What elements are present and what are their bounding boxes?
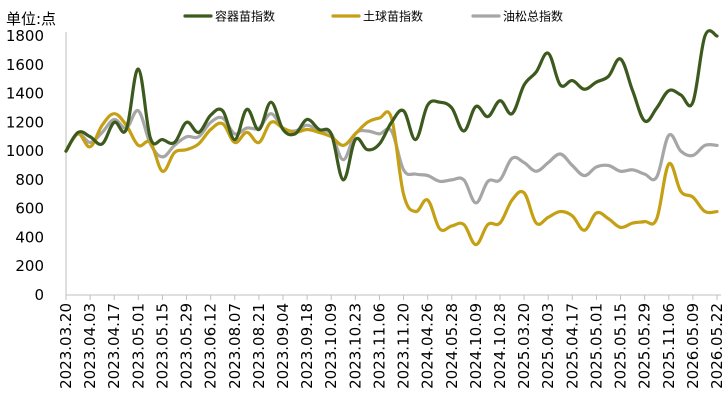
x-tick-label: 2023.04.03 <box>81 303 99 389</box>
y-axis: 0 200 400 600 800 1000 1200 1400 1600 1800 <box>6 27 67 304</box>
x-tick-label: 2023.05.01 <box>129 303 147 389</box>
x-tick-label: 2023.06.12 <box>202 303 220 389</box>
x-tick-label: 2023.05.29 <box>178 303 196 389</box>
x-tick-label: 2023.10.23 <box>346 303 364 389</box>
x-tick-label: 2024.10.09 <box>467 303 485 389</box>
y-tick-label: 0 <box>34 286 44 304</box>
x-tick-label: 2025.05.29 <box>636 303 654 389</box>
x-tick-label: 2023.11.20 <box>395 303 413 389</box>
x-tick-label: 2023.08.21 <box>250 303 268 389</box>
y-tick-label: 600 <box>15 200 44 218</box>
x-tick-label: 2023.09.18 <box>298 303 316 389</box>
y-tick-label: 1400 <box>6 85 44 103</box>
x-tick-label: 2024.04.26 <box>419 303 437 389</box>
x-tick-label: 2025.04.17 <box>563 303 581 389</box>
x-tick-label: 2023.10.09 <box>322 303 340 389</box>
series-line-2 <box>64 109 719 205</box>
legend: 容器苗指数 土球苗指数 油松总指数 <box>183 9 563 24</box>
x-tick-label: 2023.09.04 <box>274 303 292 389</box>
x-tick-label: 2025.11.06 <box>660 303 678 389</box>
x-axis: 2023.03.20 2023.04.03 2023.04.17 2023.05.01… <box>57 294 726 389</box>
series-line-1 <box>64 110 719 247</box>
x-tick-label: 2025.05.01 <box>587 303 605 389</box>
x-tick-label: 2025.05.15 <box>612 303 630 389</box>
y-tick-label: 1200 <box>6 113 44 131</box>
x-tick-label: 2023.05.15 <box>153 303 171 389</box>
x-tick-label: 2023.03.20 <box>57 303 75 389</box>
x-tick-label: 2023.04.17 <box>105 303 123 389</box>
y-tick-label: 200 <box>15 257 44 275</box>
y-tick-label: 800 <box>15 171 44 189</box>
x-tick-label: 2026.05.09 <box>684 303 702 389</box>
x-tick-label: 2023.08.07 <box>226 303 244 389</box>
x-tick-label: 2025.04.03 <box>539 303 557 389</box>
x-tick-label: 2023.11.06 <box>370 303 388 389</box>
y-tick-label: 1000 <box>6 142 44 160</box>
x-tick-label: 2026.05.22 <box>708 303 726 389</box>
series-line-0 <box>64 29 719 182</box>
series-lines <box>64 29 719 247</box>
legend-label: 容器苗指数 <box>215 9 275 24</box>
y-tick-label: 1600 <box>6 56 44 74</box>
x-tick-label: 2024.10.28 <box>491 303 509 389</box>
y-tick-label: 400 <box>15 228 44 246</box>
x-tick-label: 2025.03.20 <box>515 303 533 389</box>
x-tick-label: 2024.05.28 <box>443 303 461 389</box>
y-tick-label: 1800 <box>6 27 44 45</box>
y-unit-label: 单位:点 <box>6 10 56 28</box>
legend-label: 土球苗指数 <box>363 9 423 24</box>
legend-label: 油松总指数 <box>503 9 563 24</box>
